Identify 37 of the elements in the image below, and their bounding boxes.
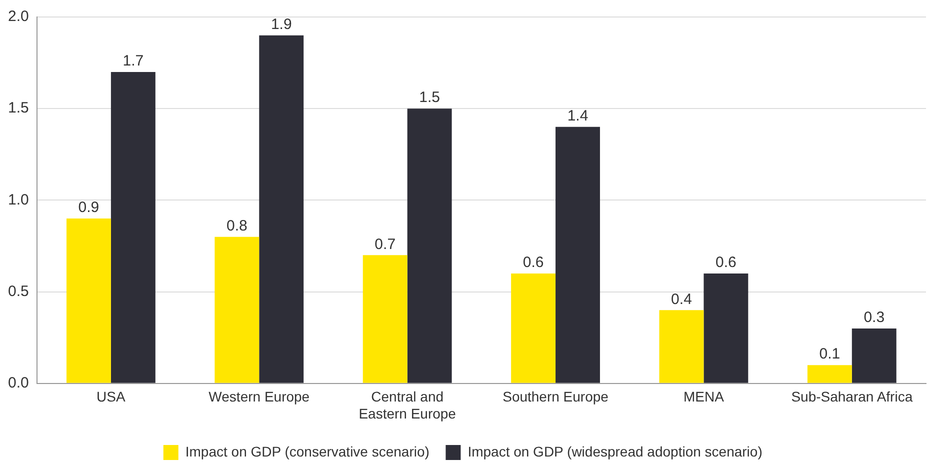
x-tick-label: Southern Europe [502, 388, 609, 405]
x-tick-label: Central and Eastern Europe [358, 388, 456, 422]
data-label: 0.4 [671, 290, 692, 308]
data-label: 0.3 [864, 309, 885, 326]
legend-label: Impact on GDP (widespread adoption scenario) [468, 443, 762, 460]
bar [362, 255, 408, 383]
x-tick-label: Western Europe [208, 388, 310, 405]
data-label: 0.8 [226, 217, 248, 234]
bar [259, 35, 304, 383]
x-tick-label: USA [96, 388, 126, 405]
y-tick-label: 0.0 [8, 374, 29, 392]
bar [852, 328, 896, 383]
data-label: 1.5 [419, 89, 440, 106]
data-label: 1.4 [567, 108, 588, 125]
legend-label: Impact on GDP (conservative scenario) [185, 443, 430, 460]
bar [659, 310, 704, 383]
y-tick-label: 1.5 [8, 100, 29, 117]
bar [214, 236, 260, 383]
data-label: 0.9 [78, 199, 100, 216]
bar [807, 365, 852, 383]
bar [556, 126, 600, 383]
y-tick-label: 2.0 [8, 8, 29, 26]
bar [110, 72, 156, 383]
bar [66, 218, 111, 383]
bar [704, 273, 748, 383]
data-label: 0.7 [374, 236, 396, 253]
y-tick-label: 0.5 [8, 282, 29, 300]
data-label: 0.6 [522, 254, 544, 272]
data-label: 0.1 [819, 346, 840, 363]
y-tick-label: 1.0 [8, 191, 29, 208]
data-label: 0.6 [716, 254, 736, 272]
x-tick-label: MENA [683, 388, 725, 405]
data-label: 1.9 [270, 16, 292, 33]
bar [407, 108, 452, 383]
x-tick-label: Sub-Saharan Africa [791, 388, 913, 405]
bar [511, 273, 556, 383]
data-label: 1.7 [122, 52, 144, 70]
